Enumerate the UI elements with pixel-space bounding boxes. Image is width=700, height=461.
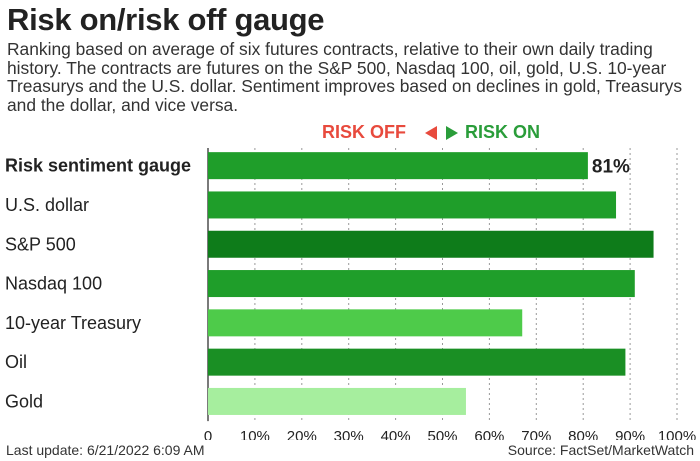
bar bbox=[208, 387, 466, 415]
x-tick-label: 90% bbox=[615, 428, 645, 440]
category-label: Oil bbox=[5, 352, 27, 372]
bar bbox=[208, 191, 617, 219]
data-label: 81% bbox=[592, 157, 630, 178]
category-label: Nasdaq 100 bbox=[5, 274, 102, 294]
x-tick-label: 20% bbox=[287, 428, 317, 440]
risk-legend: RISK OFF RISK ON bbox=[0, 120, 700, 144]
category-label: 10-year Treasury bbox=[5, 313, 141, 333]
x-tick-label: 80% bbox=[568, 428, 598, 440]
last-update: Last update: 6/21/2022 6:09 AM bbox=[6, 442, 205, 458]
x-tick-label: 0 bbox=[204, 428, 212, 440]
bar bbox=[208, 152, 588, 180]
bar-chart: 0 10% 20% 30% 40% 50% 60% 70% 80% 90% 100% Risk sen… bbox=[5, 148, 696, 440]
category-label: Gold bbox=[5, 391, 43, 411]
bar bbox=[208, 230, 654, 258]
x-tick-label: 10% bbox=[240, 428, 270, 440]
bar bbox=[208, 309, 523, 337]
x-tick-label: 60% bbox=[474, 428, 504, 440]
x-tick-label: 40% bbox=[381, 428, 411, 440]
x-tick-label: 30% bbox=[334, 428, 364, 440]
chart-title: Risk on/risk off gauge bbox=[7, 2, 325, 37]
category-label: U.S. dollar bbox=[5, 195, 89, 215]
x-tick-label: 70% bbox=[521, 428, 551, 440]
category-label: Risk sentiment gauge bbox=[5, 156, 191, 176]
category-label: S&P 500 bbox=[5, 234, 76, 254]
bar bbox=[208, 348, 626, 376]
source-note: Source: FactSet/MarketWatch bbox=[507, 442, 694, 458]
left-arrow-icon bbox=[425, 126, 437, 140]
x-tick-label: 50% bbox=[427, 428, 457, 440]
bar bbox=[208, 270, 635, 298]
risk-off-label: RISK OFF bbox=[322, 122, 406, 142]
chart-subtitle: Ranking based on average of six futures … bbox=[7, 39, 683, 115]
right-arrow-icon bbox=[446, 126, 458, 140]
x-tick-label: 100% bbox=[658, 428, 696, 440]
risk-on-label: RISK ON bbox=[465, 122, 541, 142]
